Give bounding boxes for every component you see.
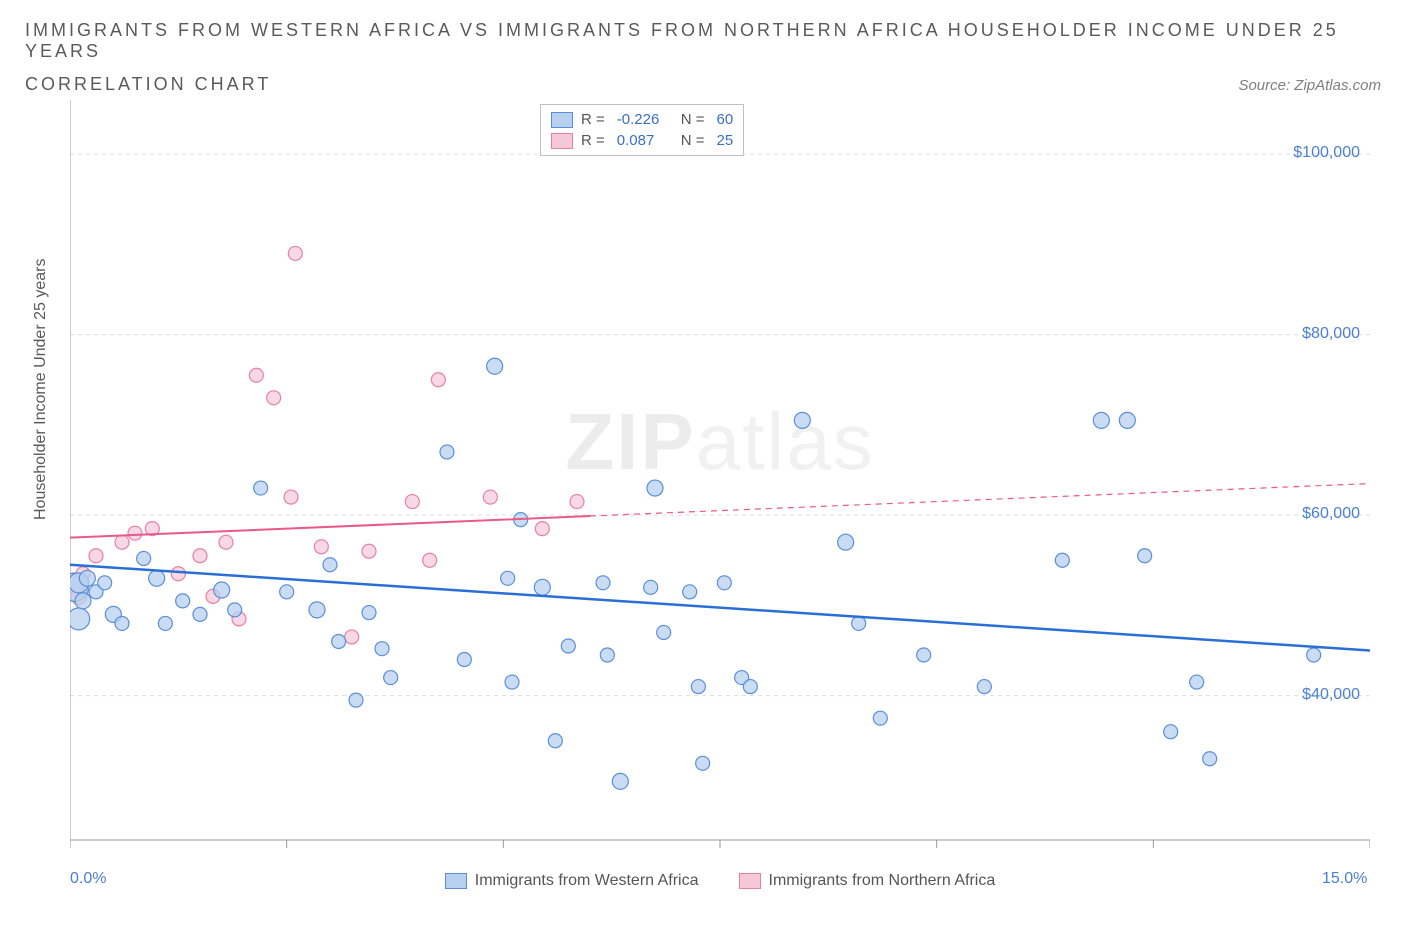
legend-series: Immigrants from Western Africa Immigrant… bbox=[70, 872, 1370, 890]
r-label: R = bbox=[581, 132, 605, 149]
swatch-northern bbox=[739, 873, 761, 889]
r-value-northern: 0.087 bbox=[617, 132, 673, 149]
chart-title-line2: CORRELATION CHART bbox=[25, 74, 271, 95]
legend-item-western: Immigrants from Western Africa bbox=[445, 872, 699, 890]
n-label: N = bbox=[681, 132, 705, 149]
plot-area: ZIPatlas $40,000$60,000$80,000$100,000 0… bbox=[70, 100, 1370, 860]
r-label: R = bbox=[581, 111, 605, 128]
n-value-western: 60 bbox=[717, 111, 734, 128]
n-value-northern: 25 bbox=[717, 132, 734, 149]
y-axis-label: Householder Income Under 25 years bbox=[32, 259, 50, 520]
y-tick-label: $100,000 bbox=[1240, 144, 1360, 162]
scatter-western bbox=[70, 358, 1321, 789]
r-value-western: -0.226 bbox=[617, 111, 673, 128]
chart-container: Householder Income Under 25 years ZIPatl… bbox=[30, 100, 1380, 900]
legend-stats-row-northern: R = 0.087 N = 25 bbox=[551, 130, 733, 151]
legend-label-western: Immigrants from Western Africa bbox=[475, 872, 699, 890]
gridlines bbox=[70, 154, 1370, 695]
y-tick-label: $80,000 bbox=[1240, 325, 1360, 343]
legend-stats-row-western: R = -0.226 N = 60 bbox=[551, 109, 733, 130]
swatch-western bbox=[445, 873, 467, 889]
legend-stats: R = -0.226 N = 60 R = 0.087 N = 25 bbox=[540, 104, 744, 156]
subtitle-row: CORRELATION CHART Source: ZipAtlas.com bbox=[25, 74, 1381, 95]
y-tick-label: $60,000 bbox=[1240, 505, 1360, 523]
swatch-northern bbox=[551, 133, 573, 149]
regression-lines bbox=[70, 484, 1370, 651]
legend-item-northern: Immigrants from Northern Africa bbox=[739, 872, 996, 890]
chart-title-line1: IMMIGRANTS FROM WESTERN AFRICA VS IMMIGR… bbox=[25, 20, 1381, 62]
chart-svg bbox=[70, 100, 1370, 860]
source-label: Source: ZipAtlas.com bbox=[1238, 77, 1381, 94]
swatch-western bbox=[551, 112, 573, 128]
n-label: N = bbox=[681, 111, 705, 128]
legend-label-northern: Immigrants from Northern Africa bbox=[769, 872, 996, 890]
title-area: IMMIGRANTS FROM WESTERN AFRICA VS IMMIGR… bbox=[0, 0, 1406, 105]
y-tick-label: $40,000 bbox=[1240, 686, 1360, 704]
